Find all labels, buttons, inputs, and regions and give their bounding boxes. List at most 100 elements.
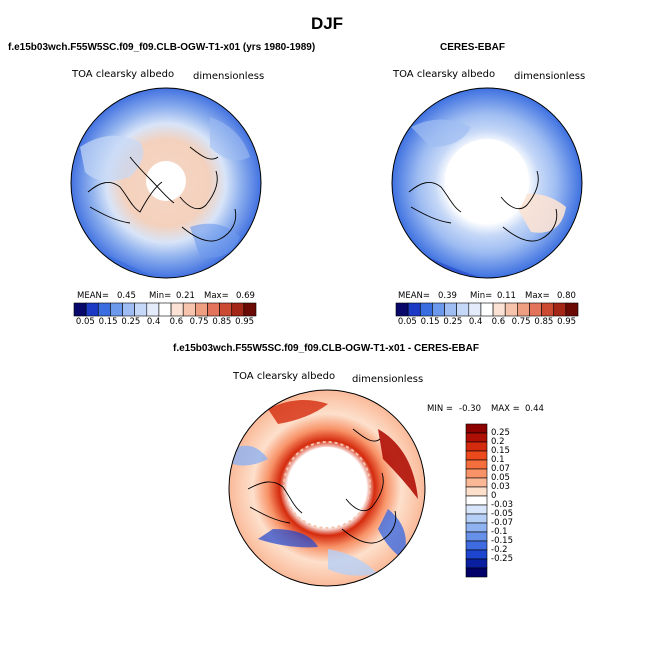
colorbar-swatch xyxy=(465,486,488,497)
colorbar-swatch xyxy=(465,423,488,434)
colorbar-tick-label: -0.03 xyxy=(491,499,513,510)
model-min-value: 0.21 xyxy=(176,291,195,301)
colorbar-swatch xyxy=(465,540,488,551)
colorbar-swatch xyxy=(97,302,111,317)
colorbar-tick-label: -0.15 xyxy=(491,535,513,546)
colorbar-swatch xyxy=(465,549,488,560)
colorbar-tick-label: 0.95 xyxy=(235,317,255,327)
difference-panel-heading: f.e15b03wch.F55W5SC.f09_f09.CLB-OGW-T1-x… xyxy=(173,343,479,354)
colorbar-swatch xyxy=(158,302,172,317)
colorbar-swatch xyxy=(419,302,433,317)
colorbar-swatch xyxy=(170,302,184,317)
difference-max-value: 0.44 xyxy=(525,404,544,414)
ceres-colorbar-ticks: 0.05 0.15 0.25 0.4 0.6 0.75 0.85 0.95 xyxy=(396,317,578,329)
model-min-label: Min= xyxy=(149,291,172,301)
colorbar-tick-label: 0.85 xyxy=(534,317,554,327)
colorbar-swatch xyxy=(465,468,488,479)
model-polar-map xyxy=(70,87,262,279)
colorbar-tick-label: -0.07 xyxy=(491,517,513,528)
colorbar-tick-label: 0.15 xyxy=(420,317,440,327)
colorbar-swatch xyxy=(465,459,488,470)
colorbar-swatch xyxy=(465,477,488,488)
colorbar-tick-label: 0.4 xyxy=(146,317,161,327)
colorbar-tick-label: 0.75 xyxy=(511,317,531,327)
colorbar-tick-label: -0.1 xyxy=(491,526,508,537)
colorbar-tick-label: 0.1 xyxy=(491,454,505,465)
difference-min-label: MIN = xyxy=(427,404,454,414)
difference-max-label: MAX = xyxy=(491,404,520,414)
colorbar-swatch xyxy=(468,302,482,317)
colorbar-tick-label: 0.95 xyxy=(557,317,577,327)
colorbar-swatch xyxy=(395,302,409,317)
colorbar-swatch xyxy=(465,441,488,452)
ceres-panel-units: dimensionless xyxy=(514,71,586,82)
colorbar-tick-label: 0.6 xyxy=(491,317,506,327)
ceres-max-label: Max= xyxy=(525,291,550,301)
polar-hole xyxy=(146,161,186,201)
model-colorbar-ticks: 0.05 0.15 0.25 0.4 0.6 0.75 0.85 0.95 xyxy=(74,317,256,329)
colorbar-swatch xyxy=(504,302,518,317)
colorbar-swatch xyxy=(465,567,488,578)
colorbar-swatch xyxy=(207,302,220,317)
colorbar-tick-label: 0.15 xyxy=(98,317,118,327)
colorbar-swatch xyxy=(480,302,494,317)
colorbar-tick-label: 0.25 xyxy=(121,317,141,327)
model-max-label: Max= xyxy=(204,291,229,301)
ceres-mean-value: 0.39 xyxy=(438,291,457,301)
colorbar-swatch xyxy=(182,302,196,317)
ceres-panel-heading: CERES-EBAF xyxy=(440,42,506,53)
model-mean-label: MEAN= xyxy=(77,291,109,301)
difference-polar-map xyxy=(228,389,426,587)
colorbar-tick-label: 0.07 xyxy=(491,463,510,474)
colorbar-swatch xyxy=(465,504,488,515)
colorbar-tick-label: 0.05 xyxy=(75,317,95,327)
colorbar-swatch xyxy=(243,302,257,317)
colorbar-tick-label: -0.2 xyxy=(491,544,508,555)
colorbar-swatch xyxy=(432,302,445,317)
colorbar-swatch xyxy=(195,302,208,317)
ceres-colorbar xyxy=(395,302,579,317)
colorbar-swatch xyxy=(465,558,488,569)
polar-hole xyxy=(289,447,365,523)
difference-panel-variable: TOA clearsky albedo xyxy=(233,371,336,382)
colorbar-swatch xyxy=(407,302,421,317)
colorbar-swatch xyxy=(231,302,245,317)
polar-hole xyxy=(445,139,529,223)
colorbar-swatch xyxy=(465,531,488,542)
difference-colorbar-ticks: 0.25 0.2 0.15 0.1 0.07 0.05 0.03 0 -0.03 -0.05 -0.… xyxy=(491,424,531,577)
colorbar-tick-label: -0.25 xyxy=(491,553,513,564)
difference-min-value: -0.30 xyxy=(459,404,481,414)
colorbar-swatch xyxy=(529,302,542,317)
model-mean-value: 0.45 xyxy=(117,291,136,301)
ceres-mean-label: MEAN= xyxy=(398,291,430,301)
colorbar-tick-label: 0.75 xyxy=(189,317,209,327)
colorbar-tick-label: 0.2 xyxy=(491,436,505,447)
colorbar-tick-label: 0.4 xyxy=(468,317,483,327)
colorbar-tick-label: 0.25 xyxy=(491,427,510,438)
colorbar-swatch xyxy=(492,302,506,317)
colorbar-swatch xyxy=(465,513,488,524)
model-panel-units: dimensionless xyxy=(193,71,265,82)
colorbar-swatch xyxy=(517,302,530,317)
model-panel-heading: f.e15b03wch.F55W5SC.f09_f09.CLB-OGW-T1-x… xyxy=(8,42,316,53)
ceres-max-value: 0.80 xyxy=(557,291,576,301)
ceres-min-label: Min= xyxy=(470,291,493,301)
colorbar-swatch xyxy=(122,302,135,317)
colorbar-swatch xyxy=(73,302,87,317)
colorbar-tick-label: 0.25 xyxy=(443,317,463,327)
colorbar-tick-label: 0.03 xyxy=(491,481,510,492)
difference-panel-units: dimensionless xyxy=(352,374,424,385)
colorbar-swatch xyxy=(146,302,160,317)
colorbar-swatch xyxy=(134,302,148,317)
colorbar-swatch xyxy=(110,302,123,317)
colorbar-swatch xyxy=(465,450,488,461)
colorbar-tick-label: 0.05 xyxy=(491,472,510,483)
colorbar-swatch xyxy=(456,302,470,317)
model-colorbar xyxy=(73,302,257,317)
colorbar-tick-label: 0.85 xyxy=(212,317,232,327)
colorbar-swatch xyxy=(565,302,579,317)
season-title: DJF xyxy=(310,14,344,33)
colorbar-swatch xyxy=(553,302,567,317)
colorbar-tick-label: 0.15 xyxy=(491,445,510,456)
colorbar-swatch xyxy=(465,495,488,506)
